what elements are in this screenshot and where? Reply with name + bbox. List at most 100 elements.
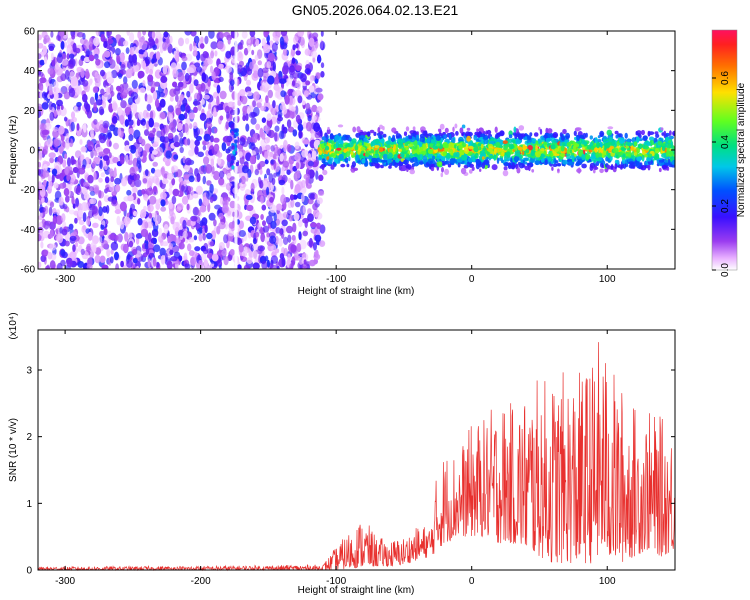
noise-blob [59, 145, 64, 155]
noise-blob [211, 71, 216, 81]
signal-blob [604, 142, 610, 149]
noise-blob [226, 65, 232, 74]
noise-blob [38, 161, 42, 168]
noise-blob [103, 50, 111, 58]
noise-blob [73, 104, 77, 111]
signal-blob [390, 137, 396, 142]
x-tick-label: -100 [326, 274, 346, 285]
signal-blob [427, 148, 434, 155]
signal-blob [534, 160, 541, 166]
signal-blob [363, 137, 368, 143]
noise-blob [170, 165, 179, 173]
noise-blob [58, 196, 64, 206]
noise-blob [122, 40, 129, 47]
signal-blob [405, 126, 410, 132]
signal-blob [352, 126, 357, 133]
noise-blob [267, 129, 275, 139]
noise-blob [279, 78, 287, 84]
signal-blob [491, 164, 498, 171]
noise-blob [295, 43, 299, 49]
noise-blob [199, 112, 207, 121]
signal-blob [461, 124, 466, 129]
noise-blob [108, 59, 116, 69]
signal-blob [404, 141, 409, 147]
signal-blob [644, 154, 648, 158]
noise-blob [318, 174, 324, 182]
noise-blob [100, 224, 105, 230]
noise-blob [290, 106, 296, 112]
noise-blob [169, 95, 174, 102]
noise-blob [305, 177, 309, 186]
signal-blob [469, 169, 473, 174]
signal-blob [547, 133, 552, 139]
noise-blob [38, 103, 43, 110]
noise-blob [218, 242, 225, 250]
signal-blob [599, 152, 602, 158]
noise-blob [314, 41, 319, 49]
noise-blob [227, 37, 231, 45]
noise-blob [61, 251, 68, 259]
noise-blob [56, 262, 63, 269]
x-tick-label: 100 [599, 576, 616, 587]
noise-blob [206, 252, 214, 259]
noise-blob [69, 53, 75, 59]
noise-blob [112, 156, 119, 164]
noise-blob [266, 186, 270, 196]
colorbar: 0.00.20.40.6 Normalized spectral amplitu… [711, 29, 747, 277]
signal-blob [335, 141, 338, 149]
noise-blob [314, 193, 318, 200]
noise-blob [114, 209, 122, 215]
noise-blob [205, 122, 213, 129]
noise-blob [129, 213, 133, 220]
noise-blob [201, 72, 207, 82]
noise-blob [48, 101, 53, 110]
noise-blob [226, 111, 230, 119]
noise-blob [270, 145, 275, 152]
noise-blob [315, 212, 323, 220]
signal-blob [647, 153, 653, 158]
signal-blob [636, 147, 641, 154]
noise-blob [286, 119, 292, 129]
noise-blob [267, 89, 273, 99]
noise-blob [305, 121, 312, 132]
signal-blob [395, 133, 401, 139]
noise-blob [172, 69, 179, 78]
signal-blob [329, 134, 334, 139]
noise-blob [289, 194, 294, 201]
signal-blob [473, 135, 478, 141]
noise-blob [293, 36, 299, 44]
signal-blob [524, 165, 530, 171]
noise-blob [270, 107, 277, 116]
noise-blob [283, 247, 288, 257]
noise-blob [251, 251, 259, 260]
noise-blob [204, 88, 209, 96]
noise-blob [103, 40, 108, 49]
signal-blob [375, 149, 379, 155]
noise-blob [260, 232, 266, 243]
noise-blob [160, 254, 166, 265]
noise-blob [164, 253, 168, 262]
signal-blob [567, 158, 572, 162]
noise-blob [41, 197, 45, 203]
signal-blob [338, 150, 342, 155]
noise-blob [56, 109, 62, 116]
noise-blob [56, 99, 63, 107]
signal-blob [608, 136, 613, 143]
noise-blob [140, 228, 149, 238]
noise-blob [144, 194, 149, 202]
signal-blob [589, 165, 594, 171]
noise-blob [129, 110, 133, 120]
noise-blob [58, 125, 65, 135]
noise-blob [303, 90, 309, 98]
y-tick-label: 2 [26, 432, 32, 443]
noise-blob [263, 44, 271, 54]
noise-blob [49, 260, 56, 269]
colorbar-frame [711, 29, 738, 271]
noise-blob [107, 38, 114, 45]
signal-blob [447, 163, 452, 168]
noise-blob [144, 243, 149, 250]
noise-blob [53, 81, 59, 89]
noise-blob [194, 168, 199, 177]
y-tick-label: 1 [26, 499, 32, 510]
signal-blob [326, 128, 331, 135]
